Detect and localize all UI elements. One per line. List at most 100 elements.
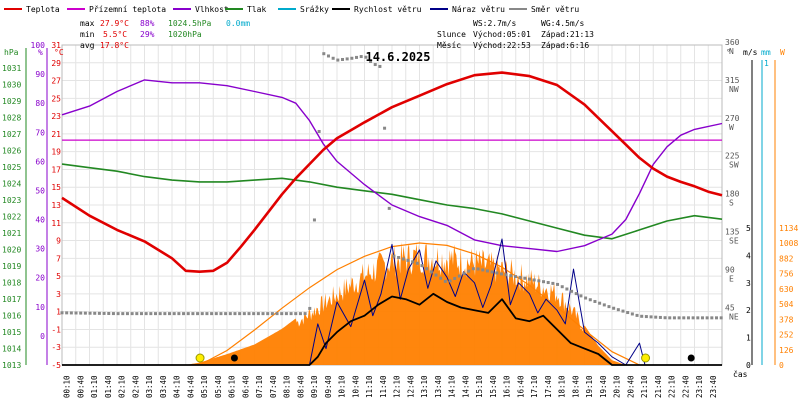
tick-time: 02:40 (131, 375, 140, 398)
tick-ms: 2 (746, 306, 751, 315)
tick-w: 756 (779, 270, 794, 279)
wind-direction-point (210, 312, 214, 316)
wind-direction-point (630, 312, 634, 316)
wind-direction-point (425, 267, 429, 271)
tick-time: 12:40 (406, 375, 415, 398)
tick-c: 7 (56, 254, 61, 263)
tick-pct: 20 (35, 274, 45, 283)
tick-c: 25 (51, 94, 61, 103)
tick-w: 1008 (779, 239, 798, 248)
wind-direction-point (289, 312, 293, 316)
tick-hpa: 1021 (2, 229, 21, 238)
tick-hpa: 1019 (2, 262, 21, 271)
wind-direction-point (177, 312, 181, 316)
wind-direction-point (518, 275, 522, 279)
wind-direction-point (546, 281, 550, 285)
wind-direction-point (369, 60, 373, 64)
tick-time: 14:10 (448, 375, 457, 398)
wind-direction-point (326, 54, 330, 58)
wind-direction-point (214, 312, 218, 316)
tick-time: 22:40 (681, 375, 690, 398)
tick-pct: 80 (35, 99, 45, 108)
wind-direction-point (626, 311, 630, 315)
tick-c: -5 (51, 361, 61, 370)
sunset-marker (641, 353, 651, 363)
tick-c: 15 (51, 183, 61, 192)
wind-direction-point (397, 256, 401, 260)
wind-direction-point (705, 316, 709, 320)
wind-direction-point (420, 264, 424, 268)
tick-hpa: 1013 (2, 361, 21, 370)
legend-label: Srážky (300, 5, 329, 14)
wind-direction-point (168, 312, 172, 316)
tick-c: 1 (56, 308, 61, 317)
axis-unit-hpa: hPa (4, 48, 19, 57)
tick-c: 31 (51, 41, 61, 50)
wind-direction-point (219, 312, 223, 316)
series-temperature (61, 71, 723, 273)
series-wind-speed (62, 292, 722, 366)
series-wind-gust (62, 238, 722, 366)
stat-min-press: 1020hPa (168, 30, 202, 39)
wind-direction-point (462, 272, 466, 276)
wind-direction-point (149, 312, 153, 316)
tick-hpa: 1028 (2, 114, 21, 123)
wind-direction-point (256, 312, 260, 316)
tick-dir: NE (729, 312, 739, 321)
moonset-marker (230, 354, 238, 362)
wind-direction-point (700, 316, 704, 320)
tick-time: 16:10 (503, 375, 512, 398)
wind-direction-point (322, 52, 326, 56)
wind-direction-point (411, 260, 415, 264)
wind-direction-point (139, 312, 143, 316)
wind-direction-point (663, 316, 667, 320)
tick-hpa: 1030 (2, 81, 21, 90)
wind-direction-point (331, 56, 335, 60)
wind-direction-point (373, 63, 377, 67)
tick-time: 05:10 (200, 375, 209, 398)
tick-time: 12:10 (393, 375, 402, 398)
tick-ms: 0 (746, 361, 751, 370)
stat-max-press: 1024.5hPa (168, 19, 212, 28)
tick-time: 08:10 (283, 375, 292, 398)
tick-dir: SW (729, 161, 739, 170)
wind-direction-point (298, 312, 302, 316)
tick-hpa: 1027 (2, 130, 21, 139)
tick-dir: S (729, 199, 734, 208)
tick-time: 06:10 (228, 375, 237, 398)
wind-direction-point (565, 287, 569, 291)
wind-direction-point (551, 281, 555, 285)
tick-deg: 90 (725, 265, 735, 274)
tick-c: 17 (51, 165, 61, 174)
tick-hpa: 1031 (2, 64, 21, 73)
wind-direction-point (191, 312, 195, 316)
tick-time: 06:40 (241, 375, 250, 398)
moonrise-marker (687, 354, 695, 362)
wind-direction-point (644, 315, 648, 319)
tick-time: 03:10 (145, 375, 154, 398)
tick-time: 14:40 (461, 375, 470, 398)
wind-direction-point (336, 58, 340, 62)
wind-direction-point (205, 312, 209, 316)
tick-hpa: 1015 (2, 328, 21, 337)
tick-pct: 70 (35, 128, 45, 137)
stat-max-label: max (80, 19, 95, 28)
tick-time: 11:40 (379, 375, 388, 398)
wind-direction-point (406, 258, 410, 262)
legend-label: Vlhkost (195, 5, 229, 14)
series-pressure (61, 163, 723, 240)
wind-direction-point (270, 312, 274, 316)
tick-ms: 3 (746, 279, 751, 288)
wind-direction-point (266, 312, 270, 316)
wind-direction-point (121, 312, 125, 316)
wind-direction-point (439, 276, 443, 280)
tick-pct: 10 (35, 303, 45, 312)
wind-direction-point (401, 257, 405, 261)
tick-hpa: 1016 (2, 312, 21, 321)
wind-direction-point (93, 311, 97, 315)
tick-w: 504 (779, 300, 794, 309)
tick-w: 252 (779, 331, 794, 340)
wind-direction-point (686, 316, 690, 320)
wind-direction-point (135, 312, 139, 316)
